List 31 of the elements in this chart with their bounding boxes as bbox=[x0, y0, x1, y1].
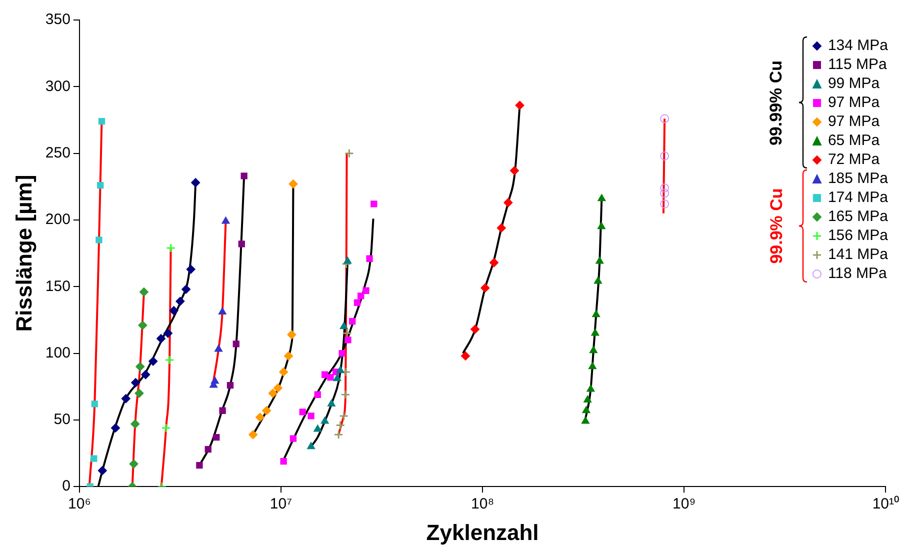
legend-label: 72 MPa bbox=[828, 151, 880, 168]
legend-label: 156 MPa bbox=[828, 227, 888, 244]
y-tick-label: 150 bbox=[45, 278, 70, 295]
y-tick-label: 50 bbox=[54, 411, 70, 428]
legend-label: 97 MPa bbox=[828, 113, 880, 130]
y-tick-label: 0 bbox=[62, 478, 70, 495]
legend-label: 141 MPa bbox=[828, 246, 888, 263]
legend-label: 134 MPa bbox=[828, 37, 888, 54]
legend-label: 165 MPa bbox=[828, 208, 888, 225]
x-tick-label: 10¹⁰ bbox=[872, 496, 900, 513]
y-tick-label: 250 bbox=[45, 144, 70, 162]
y-axis-title: Risslänge [µm] bbox=[11, 174, 36, 332]
legend-label: 118 MPa bbox=[828, 265, 887, 282]
legend-label: 185 MPa bbox=[828, 170, 888, 187]
legend-label: 99 MPa bbox=[828, 75, 880, 92]
x-axis-title: Zyklenzahl bbox=[426, 520, 539, 545]
x-tick-label: 10⁹ bbox=[672, 496, 696, 513]
annotation: 99.99% Cu bbox=[766, 60, 787, 146]
y-tick-label: 350 bbox=[45, 11, 70, 28]
legend-label: 65 MPa bbox=[828, 132, 880, 149]
legend-label: 174 MPa bbox=[828, 189, 888, 206]
x-tick-label: 10⁶ bbox=[68, 496, 91, 513]
annotation: 99.9% Cu bbox=[766, 188, 787, 264]
line-series bbox=[160, 246, 172, 487]
y-tick-label: 200 bbox=[45, 211, 70, 228]
y-tick-label: 100 bbox=[45, 344, 70, 362]
y-tick-label: 300 bbox=[45, 78, 70, 95]
legend-label: 115 MPa bbox=[828, 56, 887, 73]
x-tick-label: 10⁸ bbox=[471, 496, 494, 513]
x-tick-label: 10⁷ bbox=[270, 496, 292, 513]
legend-label: 97 MPa bbox=[828, 94, 880, 111]
